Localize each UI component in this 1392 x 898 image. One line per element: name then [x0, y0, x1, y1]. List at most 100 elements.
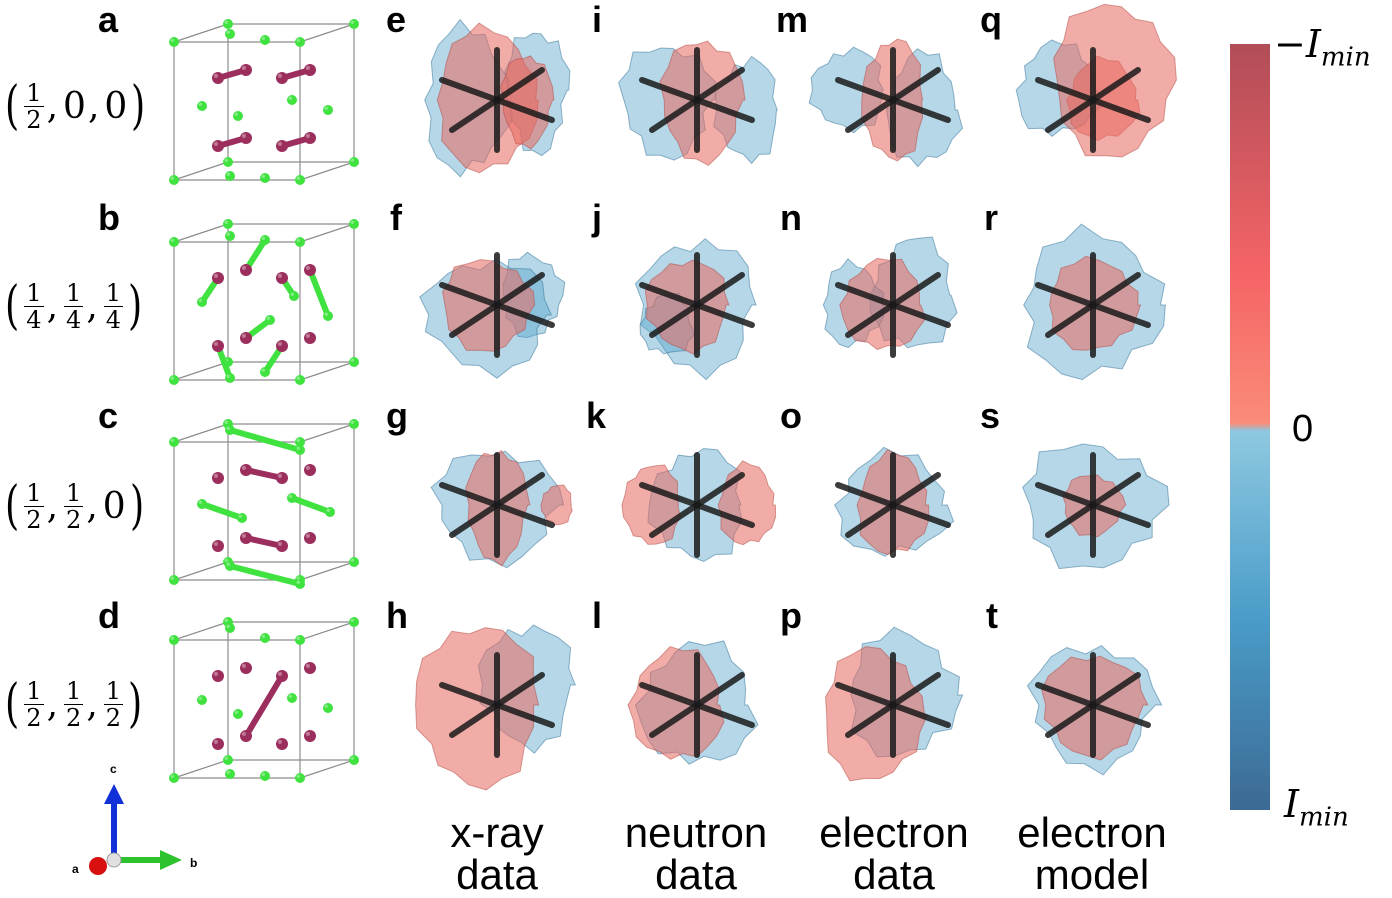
panel-letter-r: r: [984, 197, 999, 238]
green-atom: [295, 635, 305, 645]
panel-letter-t: t: [986, 595, 998, 636]
numerator: 1: [24, 78, 44, 107]
purple-atom: [304, 64, 316, 76]
green-atom: [349, 419, 359, 429]
green-atom: [265, 315, 275, 325]
numerator: 1: [103, 278, 124, 307]
comma: ,: [46, 85, 59, 127]
colorbar: [1230, 44, 1270, 810]
isosurface-r2-c0: [430, 449, 573, 569]
green-atom: [323, 105, 333, 115]
axes-triad: [89, 784, 182, 875]
purple-atom: [304, 264, 316, 276]
green-atom: [225, 769, 235, 779]
numerator: 1: [64, 478, 84, 507]
purple-atom: [212, 670, 224, 682]
purple-atom: [212, 738, 224, 750]
green-atom: [169, 37, 179, 47]
purple-atom: [240, 264, 252, 276]
green-atom: [295, 445, 305, 455]
green-atom: [225, 425, 235, 435]
panel-letter-s: s: [980, 395, 1001, 436]
green-atom: [169, 773, 179, 783]
purple-atom: [304, 730, 316, 742]
numerator: 1: [24, 278, 44, 307]
numerator: 1: [64, 676, 84, 705]
octahedral-axis: [449, 672, 545, 738]
comma: ,: [46, 683, 59, 725]
green-atom: [295, 237, 305, 247]
isosurface-r0-c0: [424, 18, 571, 178]
numerator: 1: [103, 676, 124, 705]
panel-letter-l: l: [592, 595, 603, 636]
green-atom: [169, 575, 179, 585]
green-atom: [289, 291, 299, 301]
panel-letter-k: k: [586, 395, 607, 436]
denominator: 4: [66, 305, 82, 334]
paren-close: ): [129, 476, 144, 536]
octahedral-axis: [1045, 272, 1141, 338]
panel-letter-p: p: [780, 595, 802, 636]
colorbar-top-label: −Imin: [1274, 22, 1371, 73]
comma: ,: [87, 85, 100, 127]
purple-atom: [212, 472, 224, 484]
colorbar-bottom-label: Imin: [1284, 782, 1349, 833]
axis-label-b: b: [190, 856, 198, 870]
green-atom: [223, 157, 233, 167]
green-atom: [197, 297, 207, 307]
panel-letter-f: f: [390, 197, 402, 238]
structure-b: [169, 219, 359, 385]
green-atom: [169, 175, 179, 185]
green-atom: [295, 175, 305, 185]
purple-atom: [276, 472, 288, 484]
panel-letter-b: b: [98, 197, 120, 238]
panel-letter-c: c: [98, 395, 119, 436]
purple-atom: [212, 140, 224, 152]
purple-atom: [212, 72, 224, 84]
green-atom: [225, 561, 235, 571]
purple-atom: [276, 340, 288, 352]
paren-open: (: [5, 476, 20, 536]
component: 0: [63, 85, 86, 127]
colorbar-zero-label: 0: [1292, 408, 1314, 450]
green-atom: [169, 237, 179, 247]
octahedral-axis: [845, 672, 941, 738]
vector-row-1: (1 2, 0, 0): [2, 80, 149, 132]
structure-c: [169, 419, 359, 589]
structure-d: [169, 617, 359, 783]
octahedral-axis: [1045, 672, 1141, 738]
purple-atom: [304, 662, 316, 674]
bond: [243, 467, 285, 481]
green-atom: [295, 437, 305, 447]
green-atom: [295, 375, 305, 385]
purple-atom: [240, 662, 252, 674]
component: 0: [102, 485, 126, 527]
panel-letter-j: j: [592, 197, 603, 238]
bond: [243, 673, 285, 739]
numerator: 1: [24, 478, 44, 507]
purple-atom: [240, 132, 252, 144]
paren-open: (: [5, 674, 20, 734]
green-atom: [287, 95, 297, 105]
octahedral-axis: [649, 672, 745, 738]
purple-atom: [276, 72, 288, 84]
green-atom: [295, 773, 305, 783]
green-atom: [287, 493, 297, 503]
green-atom: [225, 231, 235, 241]
green-atom: [225, 373, 235, 383]
octahedral-axis: [845, 67, 941, 133]
numerator: 1: [24, 676, 44, 705]
denominator: 2: [26, 105, 42, 134]
vector-row-2: (1 4, 1 4, 1 4): [2, 280, 145, 332]
octahedral-axis: [449, 67, 545, 133]
comma: ,: [46, 485, 59, 527]
purple-atom: [240, 532, 252, 544]
green-atom: [260, 771, 270, 781]
panel-letter-h: h: [386, 595, 408, 636]
bond: [289, 495, 333, 515]
